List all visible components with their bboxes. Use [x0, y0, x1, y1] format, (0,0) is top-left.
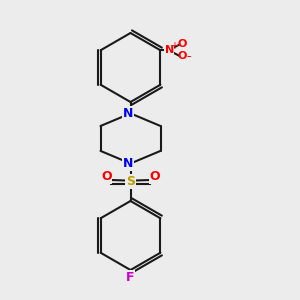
Text: N: N	[123, 107, 133, 120]
Text: +: +	[170, 41, 178, 51]
Text: N: N	[165, 45, 174, 55]
Text: O: O	[101, 170, 112, 184]
Text: F: F	[126, 271, 135, 284]
Text: O: O	[178, 39, 187, 49]
Text: N: N	[123, 157, 133, 170]
Text: O: O	[149, 170, 160, 184]
Text: S: S	[126, 175, 135, 188]
Text: O: O	[178, 51, 187, 61]
Text: -: -	[186, 50, 190, 63]
